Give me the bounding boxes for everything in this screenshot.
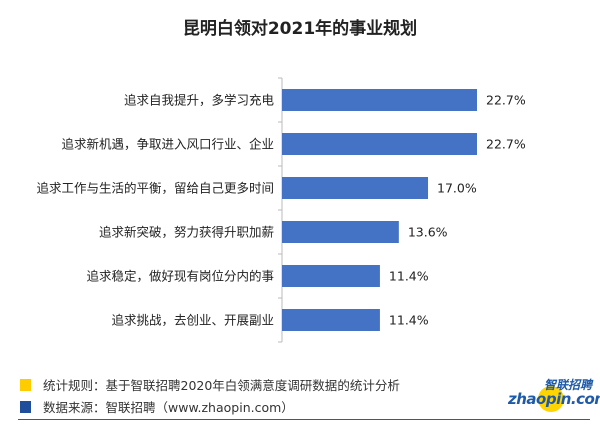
category-label: 追求挑战，去创业、开展副业: [111, 313, 274, 328]
logo-cn: 智联招聘: [543, 378, 592, 392]
data-label: 13.6%: [408, 225, 448, 240]
data-label: 22.7%: [486, 137, 526, 152]
legend-text: 统计规则：基于智联招聘2020年白领满意度调研数据的统计分析: [43, 378, 400, 393]
bar: [282, 309, 380, 331]
category-label: 追求自我提升，多学习充电: [124, 93, 275, 108]
bar: [282, 133, 477, 155]
chart-title: 昆明白领对2021年的事业规划: [182, 19, 418, 39]
bar: [282, 177, 429, 199]
legend-swatch-yellow: [20, 378, 31, 391]
bar: [282, 89, 477, 111]
data-label: 11.4%: [389, 313, 429, 328]
zhaopin-logo: 智联招聘 zhaopin.com: [508, 376, 600, 416]
bar-chart: 追求自我提升，多学习充电 22.7% 追求新机遇，争取进入风口行业、企业 22.7% 追…: [36, 77, 526, 343]
legend-item-source: 数据来源：智联招聘（www.zhaopin.com）: [20, 397, 294, 416]
category-label: 追求稳定，做好现有岗位分内的事: [86, 269, 274, 284]
bar: [282, 265, 380, 287]
category-label: 追求新突破，努力获得升职加薪: [99, 225, 274, 240]
divider: [18, 419, 590, 420]
legend-item-rule: 统计规则：基于智联招聘2020年白领满意度调研数据的统计分析: [20, 375, 400, 394]
data-label: 17.0%: [437, 181, 477, 196]
legend-text: 数据来源：智联招聘（www.zhaopin.com）: [43, 400, 294, 415]
legend-swatch-blue: [20, 400, 31, 413]
data-label: 22.7%: [486, 93, 526, 108]
logo-circle: [538, 386, 564, 412]
data-label: 11.4%: [389, 269, 429, 284]
category-label: 追求工作与生活的平衡，留给自己更多时间: [36, 181, 274, 196]
logo-en: zhaopin.com: [508, 390, 600, 408]
bar: [282, 221, 399, 243]
category-label: 追求新机遇，争取进入风口行业、企业: [61, 137, 274, 152]
